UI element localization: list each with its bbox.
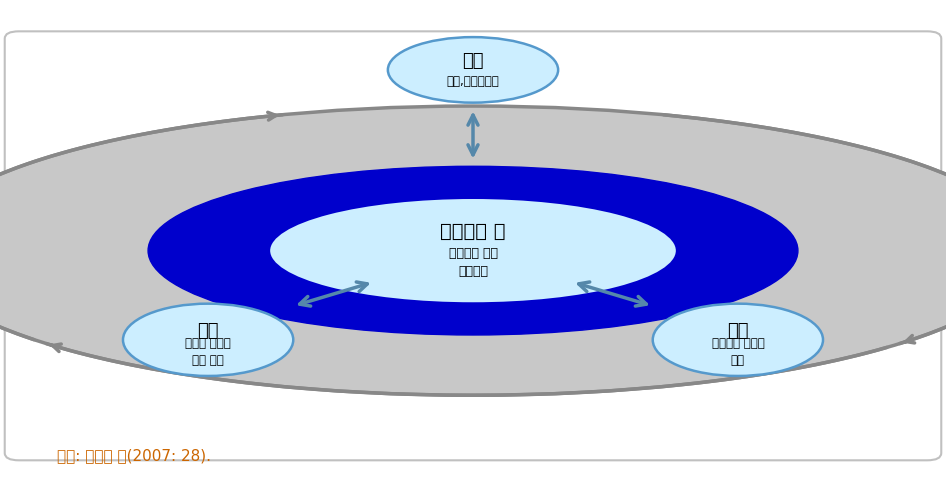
Text: 쉼터: 쉼터 — [727, 322, 748, 340]
Text: 일터: 일터 — [198, 322, 219, 340]
Ellipse shape — [123, 304, 293, 376]
Text: 아름답고 깨끗한
환경: 아름답고 깨끗한 환경 — [711, 337, 764, 367]
Text: 삶터: 삶터 — [463, 52, 483, 70]
Ellipse shape — [388, 37, 558, 103]
Text: 경제적 기회와
고용 수준: 경제적 기회와 고용 수준 — [185, 337, 231, 367]
Text: 공동체의 터: 공동체의 터 — [440, 222, 506, 241]
Ellipse shape — [149, 166, 797, 335]
Text: 시설,서비스수준: 시설,서비스수준 — [447, 76, 499, 88]
Ellipse shape — [0, 106, 946, 395]
FancyBboxPatch shape — [5, 31, 941, 460]
Ellipse shape — [269, 198, 677, 304]
Ellipse shape — [653, 304, 823, 376]
Text: 공동체적 유대
참여기회: 공동체적 유대 참여기회 — [448, 247, 498, 278]
Text: 자료: 송미령 외(2007: 28).: 자료: 송미령 외(2007: 28). — [57, 448, 211, 463]
